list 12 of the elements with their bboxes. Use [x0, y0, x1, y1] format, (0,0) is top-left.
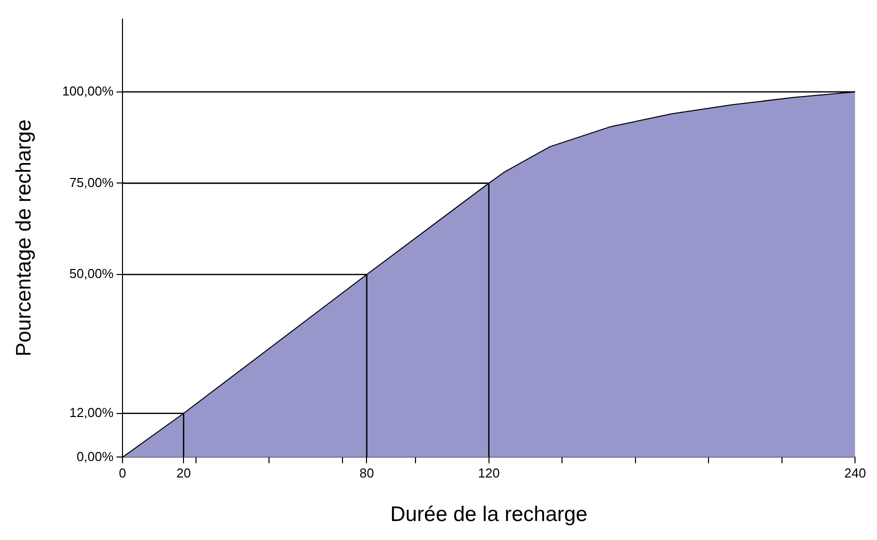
y-tick-label: 50,00% [69, 266, 114, 282]
x-axis-title: Durée de la recharge [390, 503, 588, 526]
y-tick-label: 75,00% [69, 174, 114, 190]
y-tick-label: 12,00% [69, 404, 114, 420]
y-tick-label: 100,00% [62, 83, 114, 98]
y-tick-label: 0,00% [76, 448, 114, 464]
x-tick-label: 120 [478, 466, 500, 481]
y-axis-title: Pourcentage de recharge [12, 120, 36, 356]
x-tick-label: 80 [360, 466, 374, 481]
x-tick-label: 0 [118, 466, 126, 481]
x-tick-label: 240 [844, 466, 866, 481]
x-tick-label: 20 [176, 466, 191, 481]
